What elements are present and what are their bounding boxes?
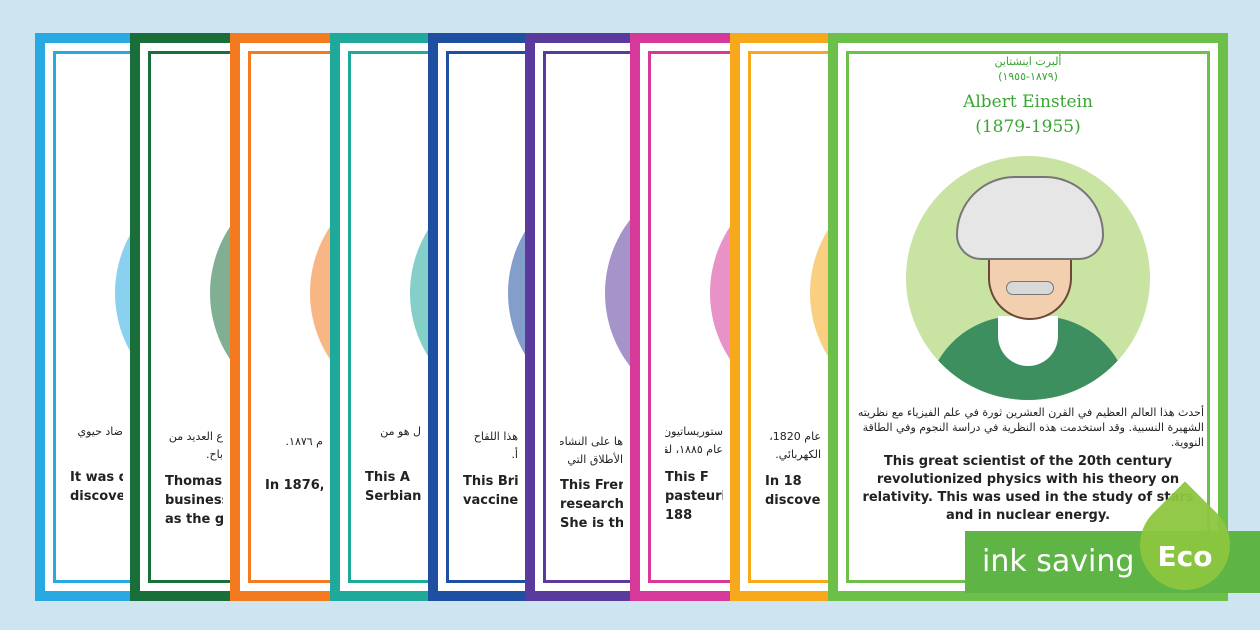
arabic-line: عام 1820، xyxy=(769,430,821,443)
arabic-text: هذا اللقاح أ. xyxy=(463,428,518,464)
arabic-text: ستوريساتيون، عام ١٨٨٥، لقاح xyxy=(665,423,723,459)
arabic-text: ضاد حيوي xyxy=(70,423,124,441)
english-text: In 1876, xyxy=(265,476,323,495)
years-english: (1879-1955) xyxy=(975,117,1081,137)
arabic-text: ل هو من xyxy=(365,423,421,441)
text-arabic: أحدث هذا العالم العظيم في القرن العشرين … xyxy=(857,406,1204,449)
arabic-line: ها على النشاط xyxy=(560,435,623,448)
arabic-line: هذا اللقاح xyxy=(473,430,518,443)
english-text: It was du discove xyxy=(70,468,123,506)
arabic-line: عام ١٨٨٥، لقاح xyxy=(665,443,723,456)
arabic-text: ع العديد من باح. xyxy=(165,428,223,464)
english-line: 188 xyxy=(665,508,693,523)
years-arabic: (١٨٧٩-١٩٥٥) xyxy=(998,70,1058,83)
english-text: In 18 discovered xyxy=(765,472,821,510)
english-line: Thomas xyxy=(165,474,223,489)
arabic-line: ل هو من xyxy=(380,425,421,438)
english-line: vaccine. T xyxy=(463,493,518,508)
english-line: In 1876, xyxy=(265,478,323,493)
english-line: as the g xyxy=(165,512,223,527)
english-line: discovered xyxy=(765,493,821,508)
english-line: discove xyxy=(70,489,123,504)
english-line: pasteurise xyxy=(665,489,723,504)
english-line: In 18 xyxy=(765,474,802,489)
arabic-line: الكهربائي. xyxy=(775,448,821,461)
portrait xyxy=(906,156,1150,400)
english-line: Serbian xyxy=(365,489,421,504)
english-line: It was du xyxy=(70,470,123,485)
arabic-text: عام 1820، الكهربائي. xyxy=(765,428,821,464)
hair xyxy=(956,176,1104,260)
text-english: This great scientist of the 20th century… xyxy=(862,454,1194,523)
english-line: This F xyxy=(665,470,709,485)
eco-label: Eco xyxy=(1157,540,1213,573)
moustache xyxy=(1006,281,1054,295)
english-line: This Bri xyxy=(463,474,518,489)
english-text: This Bri vaccine. T xyxy=(463,472,518,510)
arabic-line: م ١٨٧٦. xyxy=(285,435,323,448)
english-line: business xyxy=(165,493,223,508)
arabic-line: أ. xyxy=(511,448,518,461)
arabic-line: ستوريساتيون، xyxy=(665,425,723,438)
arabic-line: الأطلاق التي xyxy=(567,453,623,466)
english-text: Thomas business as the g xyxy=(165,472,223,529)
arabic-text: ها على النشاط الأطلاق التي xyxy=(560,433,623,469)
arabic-text: م ١٨٧٦. xyxy=(265,433,323,451)
featured-card: ألبرت اينشتاين (١٨٧٩-١٩٥٥) Albert Einstein… xyxy=(828,33,1228,601)
name-english: Albert Einstein xyxy=(963,92,1093,112)
english-line: This A xyxy=(365,470,410,485)
arabic-line: ع العديد من xyxy=(168,430,223,443)
english-line: She is the xyxy=(560,516,623,531)
arabic-line: ضاد حيوي xyxy=(77,425,124,438)
badge-label: ink saving xyxy=(982,544,1135,579)
english-line: researches o xyxy=(560,497,623,512)
english-text: This A Serbian xyxy=(365,468,421,506)
english-text: This F pasteurise 188 xyxy=(665,468,723,525)
arabic-line: باح. xyxy=(205,448,223,461)
collar xyxy=(998,316,1058,366)
english-text: This French researches o She is the xyxy=(560,476,623,533)
name-arabic: ألبرت اينشتاين xyxy=(994,55,1062,68)
english-line: This French xyxy=(560,478,623,493)
